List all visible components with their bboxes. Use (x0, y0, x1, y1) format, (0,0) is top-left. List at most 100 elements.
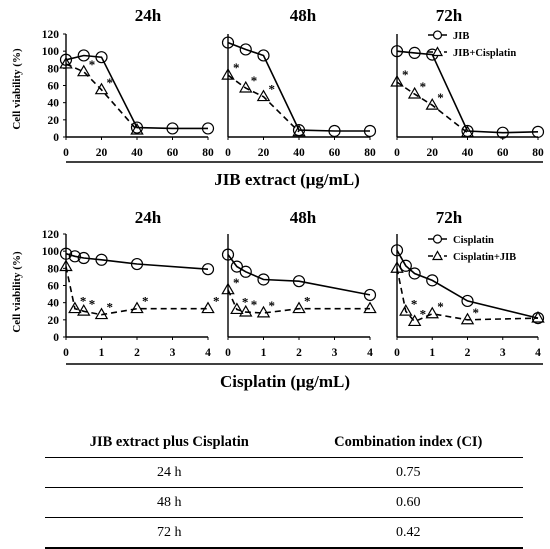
panel-3-series-0-point (68, 250, 81, 263)
panel-0-x-tick-label: 60 (167, 147, 179, 159)
panel-4-series-0-point (230, 260, 243, 273)
legend-top: JIB JIB+Cisplatin (428, 30, 516, 59)
panel-5-series-0-point (390, 244, 404, 257)
panel-1-series-0-point (221, 36, 235, 49)
top-row-panels: 0 20 40 60 80 0 20 40 60 80 100 120 * * 0 20 40 60 80 * * * 0 2… (42, 29, 545, 159)
panel-4-x-tick-label: 1 (261, 347, 267, 359)
panel-5-x-tick-label: 1 (429, 347, 435, 359)
panel-4-series-1-point (230, 302, 244, 315)
panel-1-x-tick-label: 80 (364, 147, 376, 159)
panel-4-significance-star: * (269, 298, 276, 313)
panel-1-series-1-point (292, 124, 306, 137)
panel-0-y-tick-label: 60 (48, 81, 60, 93)
panel-1-x-tick-label: 20 (258, 147, 270, 159)
table-row: 24 h 0.75 (45, 457, 523, 488)
panel-5-series-1-point (531, 310, 545, 323)
panel-3-y-tick-label: 20 (48, 315, 60, 327)
panel-4-significance-star: * (251, 297, 258, 312)
x-axis-label-top: JIB extract (μg/mL) (214, 170, 360, 189)
panel-4-x-tick-label: 2 (296, 347, 302, 359)
panel-4-series-0-point (257, 273, 270, 286)
panel-0-significance-star: * (89, 57, 96, 72)
combination-index-table: JIB extract plus Cisplatin Combination i… (45, 427, 523, 549)
panel-4-series-1-point (292, 301, 306, 314)
panel-4-x-tick-label: 0 (225, 347, 231, 359)
legend-bottom-triangle-icon (431, 250, 444, 261)
table-header-treatment: JIB extract plus Cisplatin (45, 427, 294, 458)
panel-3-y-tick-label: 80 (48, 263, 60, 275)
panel-5-series-1-line (396, 268, 539, 323)
table-header-row: JIB extract plus Cisplatin Combination i… (45, 427, 523, 458)
panel-3-y-tick-label: 0 (53, 332, 59, 344)
panel-1-significance-star: * (269, 82, 276, 97)
panel-title-bottom-48h: 48h (290, 208, 317, 227)
panel-2-series-1-point (390, 74, 404, 87)
panel-3-y-tick-label: 100 (42, 246, 60, 258)
panel-3-significance-star: * (213, 294, 220, 309)
panel-3-y-tick-label: 120 (42, 229, 60, 241)
panel-3-series-1-point (201, 301, 215, 314)
panel-0-series-0-point (77, 49, 90, 62)
panel-0-y-tick-label: 100 (42, 46, 60, 58)
panel-1-series-0-point (239, 43, 252, 56)
table-cell-time: 48 h (45, 487, 294, 518)
panel-3-series-0-point (77, 251, 90, 265)
panel-0-series-1-point (94, 82, 109, 95)
panel-0-y-tick-label: 0 (53, 132, 59, 144)
panel-4-series-1-point (363, 301, 377, 314)
panel-2-series-1-point (407, 86, 422, 99)
panel-4-significance-star: * (242, 295, 249, 310)
legend-top-item-1: JIB+Cisplatin (453, 48, 516, 59)
panel-0-series-0-point (95, 51, 108, 64)
y-axis-label-bottom: Cell viability (%) (11, 251, 23, 333)
x-axis-label-bottom: Cisplatin (μg/mL) (220, 372, 350, 391)
panel-3-series-0-point (130, 257, 144, 271)
panel-1-series-0-line (227, 41, 370, 132)
panel-4-series-1-line (227, 289, 370, 314)
table-cell-time: 24 h (45, 457, 294, 488)
panel-0-series-1-point (59, 56, 73, 69)
panel-5-x-tick-label: 2 (465, 347, 471, 359)
panel-3-series-0-line (65, 252, 209, 270)
panel-1-series-0-point (363, 124, 377, 138)
panel-1-series-1-point (239, 80, 253, 93)
panel-5-series-0-point (426, 274, 439, 287)
panel-3-significance-star: * (107, 300, 114, 315)
panel-1-significance-star: * (251, 73, 258, 88)
panel-4-series-1-point (256, 305, 271, 318)
panel-1-x-tick-label: 40 (293, 147, 305, 159)
panel-1-series-1-point (256, 89, 271, 102)
panel-1-significance-star: * (233, 60, 240, 75)
panel-2-x-tick-label: 0 (394, 147, 400, 159)
panel-4-significance-star: * (304, 294, 311, 309)
panel-5-series-1-point (390, 261, 404, 273)
table-cell-ci: 0.42 (293, 517, 523, 549)
panel-2-significance-star: * (437, 90, 444, 105)
panel-2-significance-star: * (402, 67, 409, 82)
panel-1-series-1-point (221, 67, 235, 80)
panel-4-x-tick-label: 3 (332, 347, 338, 359)
panel-4-significance-star: * (233, 275, 240, 290)
panel-5-series-0-point (461, 294, 474, 308)
panel-2-series-0-point (408, 46, 421, 59)
panel-0-x-tick-label: 0 (63, 147, 69, 159)
panel-3-significance-star: * (80, 294, 87, 309)
panel-1-series-1-line (227, 74, 300, 133)
panel-2-series-1-line (396, 81, 468, 134)
panel-2-x-tick-label: 20 (427, 147, 439, 159)
legend-top-circle-icon (432, 30, 443, 40)
legend-top-item-0: JIB (453, 31, 469, 42)
panel-0-y-tick-label: 40 (48, 98, 60, 110)
panel-0-series-0-line (65, 54, 208, 130)
panel-2-x-tick-label: 40 (462, 147, 474, 159)
panel-2-x-tick-label: 60 (497, 147, 509, 159)
panel-3-x-tick-label: 3 (170, 347, 176, 359)
panel-0-series-0-point (201, 122, 215, 135)
panel-3-x-tick-label: 0 (63, 347, 69, 359)
panel-5-series-1-point (407, 314, 422, 327)
panel-3-significance-star: * (89, 296, 96, 311)
panel-title-top-24h: 24h (135, 6, 162, 25)
panel-3-series-1-point (59, 259, 73, 272)
panel-3-series-0-point (59, 247, 73, 260)
